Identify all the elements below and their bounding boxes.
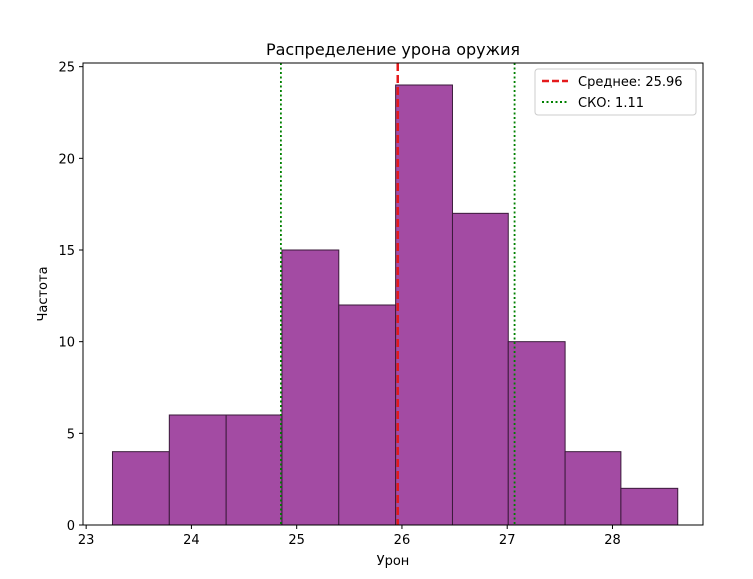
legend-box [534, 68, 697, 116]
y-tick-label: 10 [58, 336, 75, 351]
y-axis-label: Частота [36, 266, 51, 321]
reference-lines-layer [279, 63, 516, 525]
histogram-bar [564, 451, 622, 526]
histogram-bar [451, 212, 509, 526]
y-tick-label: 20 [58, 152, 75, 167]
plot-frame [82, 62, 704, 526]
bars-layer [111, 84, 679, 526]
x-tick-label: 26 [394, 533, 411, 548]
histogram-bar [168, 414, 227, 526]
x-axis-ticks: 23 24 25 26 27 28 [78, 525, 621, 548]
x-tick-label: 24 [183, 533, 200, 548]
histogram-bar [507, 341, 566, 526]
histogram-bar [620, 487, 679, 526]
histogram-bar [395, 84, 453, 526]
x-axis-label: Урон [377, 554, 410, 569]
y-tick-label: 5 [67, 427, 75, 442]
legend-mean-label: Среднее: 25.96 [578, 75, 683, 90]
legend-std-label: СКО: 1.11 [578, 96, 644, 111]
histogram-bar [225, 414, 283, 526]
y-axis-ticks: 0 5 10 15 20 25 [58, 61, 83, 534]
chart-title: Распределение урона оружия [266, 40, 520, 59]
histogram-bar [111, 451, 170, 526]
histogram-bar [281, 249, 340, 526]
x-tick-label: 28 [604, 533, 621, 548]
legend: Среднее: 25.96 СКО: 1.11 [534, 68, 697, 116]
y-tick-label: 15 [58, 244, 75, 259]
x-tick-label: 27 [499, 533, 516, 548]
y-tick-label: 25 [58, 61, 75, 76]
histogram-bar [338, 304, 397, 526]
y-tick-label: 0 [67, 519, 75, 534]
x-tick-label: 23 [78, 533, 95, 548]
x-tick-label: 25 [288, 533, 305, 548]
